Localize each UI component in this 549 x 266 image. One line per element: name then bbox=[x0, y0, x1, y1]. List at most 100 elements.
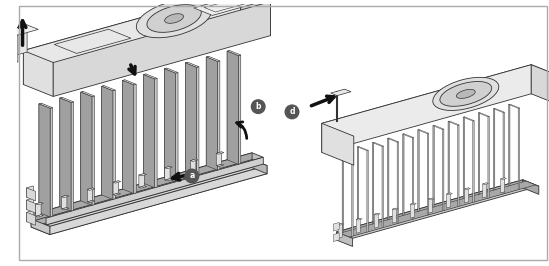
Polygon shape bbox=[50, 108, 53, 217]
Polygon shape bbox=[31, 219, 50, 235]
Polygon shape bbox=[216, 152, 222, 165]
Polygon shape bbox=[191, 159, 196, 173]
Polygon shape bbox=[427, 133, 429, 215]
Polygon shape bbox=[337, 232, 352, 247]
Polygon shape bbox=[31, 166, 267, 235]
Polygon shape bbox=[330, 89, 351, 95]
Polygon shape bbox=[322, 65, 549, 136]
Polygon shape bbox=[39, 103, 41, 213]
Polygon shape bbox=[463, 117, 464, 199]
Polygon shape bbox=[428, 198, 433, 213]
Polygon shape bbox=[503, 112, 505, 194]
Polygon shape bbox=[367, 150, 368, 232]
Ellipse shape bbox=[433, 77, 499, 110]
Polygon shape bbox=[165, 166, 170, 180]
Ellipse shape bbox=[136, 0, 212, 38]
Polygon shape bbox=[191, 171, 198, 174]
Polygon shape bbox=[39, 104, 50, 217]
Polygon shape bbox=[102, 86, 113, 200]
Circle shape bbox=[185, 169, 199, 183]
Polygon shape bbox=[186, 63, 197, 176]
Polygon shape bbox=[35, 160, 264, 225]
Polygon shape bbox=[478, 113, 480, 194]
Polygon shape bbox=[26, 200, 36, 213]
Polygon shape bbox=[92, 96, 94, 205]
Polygon shape bbox=[206, 56, 209, 166]
Polygon shape bbox=[216, 152, 224, 154]
Polygon shape bbox=[446, 193, 452, 195]
Polygon shape bbox=[26, 186, 33, 197]
Polygon shape bbox=[494, 108, 505, 113]
Polygon shape bbox=[352, 155, 353, 236]
Polygon shape bbox=[194, 0, 260, 15]
Polygon shape bbox=[322, 123, 354, 165]
Polygon shape bbox=[501, 178, 505, 193]
Polygon shape bbox=[164, 68, 178, 73]
Polygon shape bbox=[388, 138, 399, 142]
Polygon shape bbox=[143, 74, 146, 183]
Polygon shape bbox=[428, 198, 434, 200]
Polygon shape bbox=[24, 51, 53, 97]
Polygon shape bbox=[238, 55, 241, 164]
Polygon shape bbox=[463, 117, 474, 121]
Ellipse shape bbox=[440, 81, 492, 106]
Polygon shape bbox=[143, 74, 157, 79]
Polygon shape bbox=[342, 151, 344, 232]
Polygon shape bbox=[26, 212, 36, 225]
Polygon shape bbox=[356, 218, 360, 233]
Polygon shape bbox=[410, 203, 416, 205]
Polygon shape bbox=[122, 80, 136, 85]
Polygon shape bbox=[7, 31, 18, 62]
Polygon shape bbox=[393, 208, 396, 223]
Polygon shape bbox=[113, 90, 115, 200]
Polygon shape bbox=[402, 134, 413, 138]
Polygon shape bbox=[164, 69, 176, 182]
Polygon shape bbox=[7, 25, 38, 35]
Polygon shape bbox=[410, 203, 414, 218]
Polygon shape bbox=[240, 0, 271, 36]
Text: b: b bbox=[255, 102, 261, 111]
Polygon shape bbox=[81, 92, 92, 205]
Polygon shape bbox=[122, 80, 125, 189]
Polygon shape bbox=[113, 181, 121, 183]
Ellipse shape bbox=[456, 89, 475, 98]
Polygon shape bbox=[393, 208, 398, 210]
Polygon shape bbox=[227, 51, 238, 164]
Polygon shape bbox=[165, 178, 172, 181]
Polygon shape bbox=[508, 104, 519, 108]
Polygon shape bbox=[122, 80, 134, 194]
Polygon shape bbox=[372, 142, 374, 224]
Polygon shape bbox=[448, 121, 459, 125]
Polygon shape bbox=[531, 65, 549, 107]
Polygon shape bbox=[488, 117, 489, 198]
Polygon shape bbox=[418, 130, 419, 211]
Text: d: d bbox=[289, 107, 295, 117]
Polygon shape bbox=[102, 86, 104, 195]
Ellipse shape bbox=[147, 5, 201, 32]
Polygon shape bbox=[186, 62, 188, 172]
Polygon shape bbox=[134, 84, 136, 194]
Polygon shape bbox=[35, 153, 264, 218]
Polygon shape bbox=[442, 129, 444, 211]
Polygon shape bbox=[333, 222, 339, 231]
Polygon shape bbox=[186, 62, 199, 67]
Polygon shape bbox=[50, 165, 267, 235]
Polygon shape bbox=[464, 188, 468, 203]
Polygon shape bbox=[60, 97, 62, 207]
Polygon shape bbox=[36, 215, 43, 217]
Polygon shape bbox=[60, 97, 74, 102]
Polygon shape bbox=[191, 159, 198, 161]
Polygon shape bbox=[483, 183, 489, 185]
Polygon shape bbox=[338, 223, 344, 225]
Polygon shape bbox=[7, 25, 27, 58]
Text: a: a bbox=[189, 172, 194, 180]
Polygon shape bbox=[26, 198, 33, 210]
Polygon shape bbox=[155, 78, 157, 188]
Polygon shape bbox=[31, 158, 267, 226]
Polygon shape bbox=[248, 158, 267, 174]
Polygon shape bbox=[139, 173, 144, 187]
Polygon shape bbox=[448, 121, 450, 203]
Polygon shape bbox=[71, 102, 74, 211]
Polygon shape bbox=[61, 207, 69, 210]
Polygon shape bbox=[36, 202, 41, 216]
